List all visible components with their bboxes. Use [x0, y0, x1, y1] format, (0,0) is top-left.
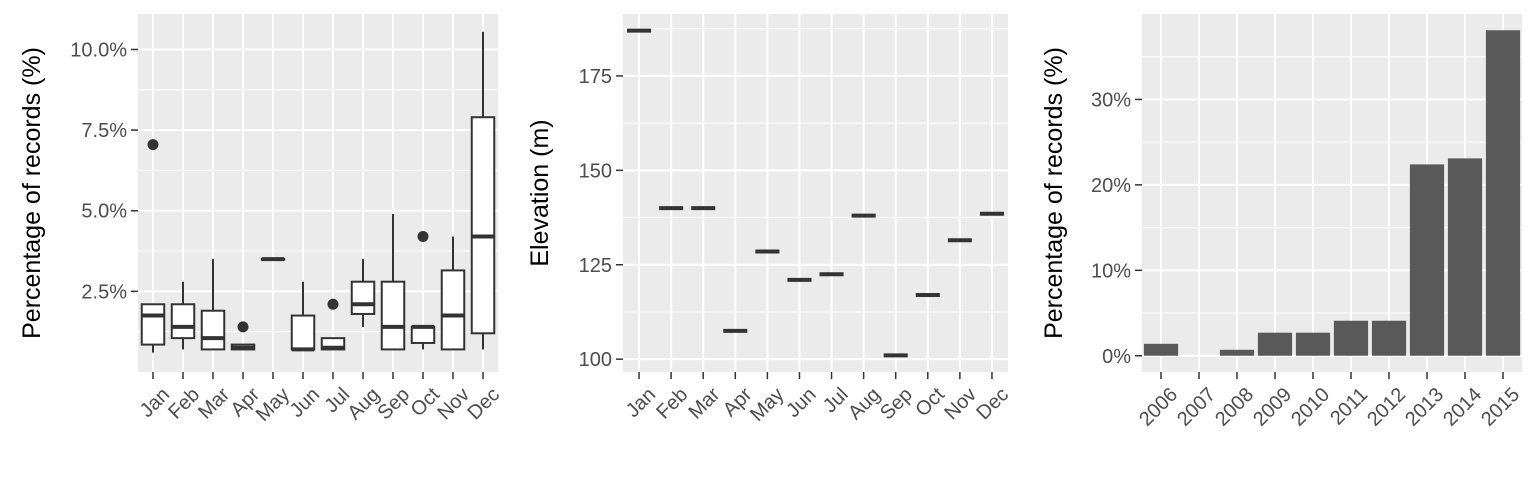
panel-background — [623, 14, 1008, 372]
y-tick-label: 150 — [579, 160, 612, 182]
boxplot-mar — [200, 259, 226, 351]
boxplot-aug — [350, 259, 376, 327]
boxplot-dec — [470, 31, 496, 350]
x-tick-label: 2008 — [1211, 384, 1258, 431]
monthly-percentage-boxplot-panel: 2.5%5.0%7.5%10.0%JanFebMarAprMayJunJulAu… — [18, 14, 504, 426]
y-tick-label: 175 — [579, 66, 612, 88]
boxplot-apr — [230, 321, 256, 351]
y-tick-label: 5.0% — [81, 201, 127, 223]
y-axis-title: Percentage of records (%) — [1040, 47, 1068, 339]
y-tick-label: 100 — [579, 349, 612, 371]
x-tick-label: 2011 — [1326, 384, 1372, 430]
boxplot-jan — [140, 139, 166, 353]
y-tick-label: 2.5% — [81, 281, 127, 303]
x-tick-label: Jun — [782, 384, 820, 422]
x-tick-label: Oct — [911, 383, 949, 421]
bar-2011 — [1333, 320, 1369, 356]
y-tick-label: 30% — [1091, 89, 1131, 111]
bar-2012 — [1371, 320, 1407, 356]
box-iqr — [290, 314, 316, 351]
y-tick-label: 7.5% — [81, 120, 127, 142]
bar-2013 — [1409, 164, 1445, 356]
box-iqr — [470, 116, 496, 335]
x-tick-label: Dec — [972, 384, 1013, 425]
bar-2009 — [1257, 332, 1293, 356]
x-tick-label: 2014 — [1439, 384, 1486, 431]
boxplot-oct — [410, 231, 436, 350]
x-tick-label: 2010 — [1287, 384, 1334, 431]
y-tick-label: 20% — [1091, 175, 1131, 197]
bar-2006 — [1143, 343, 1179, 356]
box-iqr — [380, 280, 406, 351]
box-iqr — [170, 303, 196, 340]
bar-2010 — [1295, 332, 1331, 356]
outlier-point — [417, 231, 429, 243]
boxplot-sep — [380, 213, 406, 351]
box-iqr — [140, 303, 166, 346]
bar-2014 — [1447, 158, 1483, 356]
box-iqr — [350, 280, 376, 315]
y-tick-label: 0% — [1102, 346, 1131, 368]
x-tick-label: Jan — [622, 384, 660, 422]
y-tick-label: 125 — [579, 255, 612, 277]
boxplot-may — [260, 257, 286, 262]
box-iqr — [440, 269, 466, 351]
x-tick-label: Dec — [463, 384, 504, 425]
x-tick-label: 2013 — [1401, 384, 1448, 431]
y-axis-title: Percentage of records (%) — [18, 47, 46, 339]
x-tick-label: 2015 — [1477, 384, 1524, 431]
box-iqr — [410, 325, 436, 344]
x-tick-label: Sep — [876, 384, 917, 425]
yearly-percentage-bar-panel: 0%10%20%30%20062007200820092010201120122… — [1040, 14, 1524, 431]
box-iqr — [200, 309, 226, 351]
x-tick-label: Nov — [940, 384, 981, 425]
x-tick-label: Aug — [844, 384, 885, 425]
y-tick-label: 10% — [1091, 260, 1131, 282]
boxplot-nov — [440, 236, 466, 351]
boxplot-jul — [320, 298, 346, 351]
boxplot-jun — [290, 281, 316, 352]
x-tick-label: 2007 — [1173, 384, 1220, 431]
y-tick-label: 10.0% — [70, 39, 127, 61]
monthly-elevation-panel: 100125150175JanFebMarAprMayJunJulAugSepO… — [526, 14, 1013, 426]
x-tick-label: Jun — [286, 384, 324, 422]
y-axis-title: Elevation (m) — [526, 119, 554, 266]
bar-2015 — [1485, 30, 1521, 356]
boxplot-feb — [170, 281, 196, 350]
outlier-point — [237, 321, 249, 333]
x-tick-label: Mar — [684, 383, 724, 423]
x-tick-label: May — [746, 384, 788, 426]
x-tick-label: 2006 — [1135, 384, 1182, 431]
outlier-point — [147, 139, 159, 151]
bar-2008 — [1219, 349, 1255, 356]
panel-background — [138, 14, 498, 372]
x-tick-label: 2012 — [1363, 384, 1410, 431]
x-tick-label: 2009 — [1249, 384, 1296, 431]
x-tick-label: Feb — [652, 384, 692, 424]
outlier-point — [327, 298, 339, 310]
